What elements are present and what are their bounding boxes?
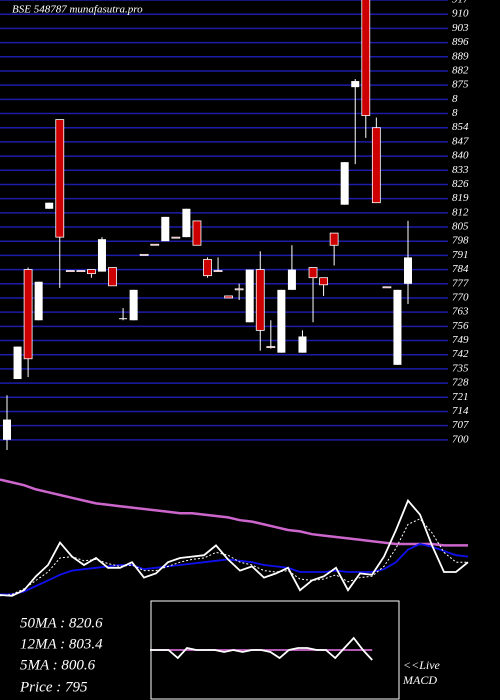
candle-body [45, 202, 54, 209]
candle-body [171, 236, 181, 239]
candle-body [404, 257, 412, 284]
macd-box [150, 600, 400, 700]
candle-body [139, 253, 149, 256]
candle-body [97, 239, 106, 272]
grid: 917 910 903 896 889 882 875 8 8 854 847 840 833 826 81… [0, 0, 469, 445]
stat: 5MA : 800.6 [20, 657, 96, 673]
y-tick-label: 777 [452, 277, 469, 289]
candle-body [224, 295, 234, 299]
candle-body [277, 289, 286, 353]
candle-body [150, 243, 160, 246]
candle-body [192, 220, 202, 246]
y-tick-label: 805 [452, 221, 469, 233]
candle-body [234, 288, 244, 291]
y-tick-label: 882 [452, 64, 469, 76]
indicator-line [0, 478, 468, 547]
y-tick-label: 917 [452, 0, 469, 6]
candle-body [351, 81, 360, 88]
chart-title: BSE 548787 munafasutra.pro [12, 4, 143, 16]
y-tick-label: 798 [452, 235, 469, 247]
candle-body [382, 286, 392, 289]
y-tick-label: 735 [452, 362, 469, 374]
candle-body [371, 127, 381, 204]
y-tick-label: 840 [452, 150, 469, 162]
y-tick-label: 749 [452, 334, 469, 346]
candle-body [298, 336, 307, 353]
y-tick-label: 728 [452, 377, 469, 389]
y-tick-label: 8 [452, 93, 458, 105]
candle-body [287, 269, 296, 290]
indicator-line [150, 636, 373, 661]
candle-body [119, 318, 128, 320]
candle-body [319, 277, 328, 286]
indicator-line [0, 498, 469, 597]
candle-body [361, 0, 371, 116]
y-tick-label: 875 [452, 79, 469, 91]
y-tick-label: 791 [452, 249, 469, 261]
candle-body [23, 269, 33, 360]
candle-body [13, 346, 22, 380]
y-tick-label: 910 [452, 8, 469, 20]
candle-body [76, 270, 86, 273]
y-tick-label: 896 [452, 36, 469, 48]
y-tick-label: 714 [452, 405, 469, 417]
candle-body [34, 281, 43, 321]
y-tick-label: 742 [452, 348, 469, 360]
y-tick-label: 763 [452, 306, 469, 318]
y-tick-label: 707 [452, 419, 469, 431]
candle-body [266, 346, 276, 349]
y-tick-label: 700 [452, 433, 469, 445]
stat: 50MA : 820.6 [20, 615, 103, 631]
live-label: <<Live [403, 658, 441, 672]
candle-body [203, 259, 212, 277]
candle-body [129, 289, 138, 321]
candle-body [308, 267, 318, 279]
macd-label: MACD [402, 673, 437, 687]
y-tick-label: 8 [452, 107, 458, 119]
candle-body [182, 208, 191, 238]
y-tick-label: 854 [452, 121, 469, 133]
y-tick-label: 889 [452, 50, 469, 62]
y-tick-label: 770 [452, 291, 469, 303]
y-tick-label: 819 [452, 192, 469, 204]
indicators [0, 478, 469, 661]
candle-body [161, 216, 170, 242]
y-tick-label: 833 [452, 164, 469, 176]
y-tick-label: 847 [452, 135, 469, 147]
candle-body [55, 119, 65, 238]
candle-body [213, 270, 223, 273]
stat: 12MA : 803.4 [20, 636, 103, 652]
candle-body [3, 419, 11, 440]
candle-body [65, 270, 75, 273]
y-tick-label: 826 [452, 178, 469, 190]
y-tick-label: 756 [452, 320, 469, 332]
y-tick-label: 812 [452, 206, 469, 218]
y-tick-label: 903 [452, 22, 469, 34]
indicator-line [0, 518, 468, 597]
candle-body [245, 269, 254, 323]
candle-body [340, 162, 349, 205]
candle-body [108, 267, 117, 287]
candles [3, 0, 412, 450]
y-tick-label: 784 [452, 263, 469, 275]
indicator-line [0, 543, 469, 596]
stat: Price : 795 [19, 679, 88, 695]
y-tick-label: 721 [452, 391, 469, 403]
candle-body [393, 289, 402, 365]
candle-body [87, 269, 96, 275]
candle-body [255, 269, 265, 331]
candle-body [329, 232, 339, 246]
